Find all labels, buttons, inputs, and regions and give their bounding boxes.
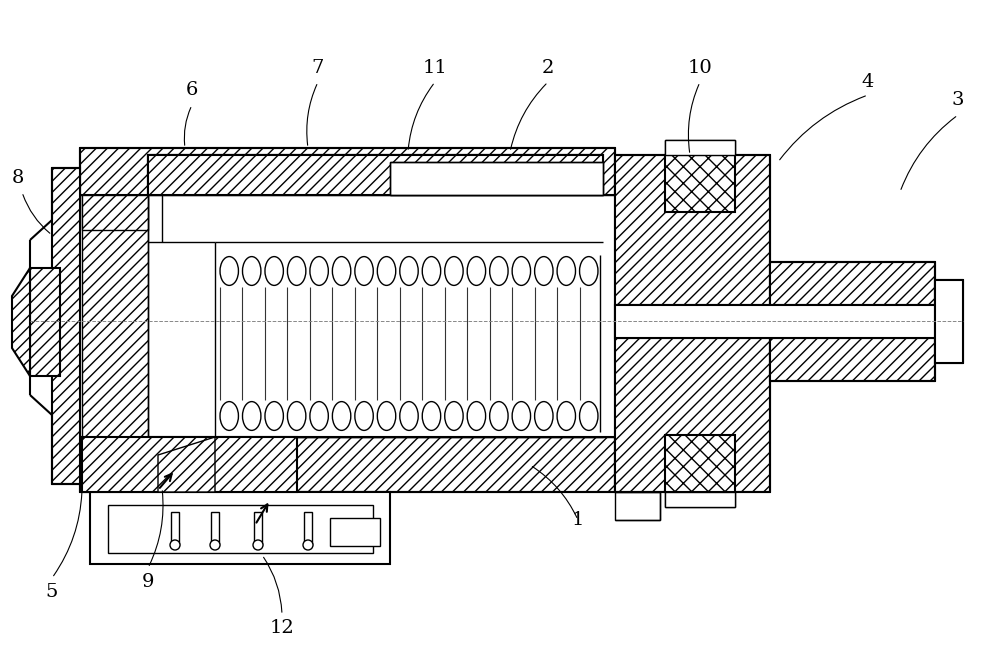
- Circle shape: [210, 540, 220, 550]
- Ellipse shape: [332, 257, 351, 286]
- Bar: [148, 155, 603, 195]
- Text: 6: 6: [186, 81, 198, 99]
- Ellipse shape: [580, 257, 598, 286]
- Bar: [330, 518, 380, 546]
- Ellipse shape: [557, 402, 576, 430]
- Ellipse shape: [512, 257, 531, 286]
- Bar: [171, 512, 179, 545]
- Ellipse shape: [467, 402, 486, 430]
- Bar: [615, 305, 935, 338]
- Ellipse shape: [332, 402, 351, 430]
- Bar: [665, 140, 735, 155]
- Bar: [935, 280, 963, 363]
- Bar: [80, 437, 615, 492]
- Bar: [665, 435, 735, 492]
- Bar: [82, 195, 148, 437]
- Polygon shape: [12, 268, 30, 376]
- Ellipse shape: [242, 402, 261, 430]
- Text: 7: 7: [312, 59, 324, 77]
- Bar: [108, 505, 373, 553]
- Ellipse shape: [377, 402, 396, 430]
- Ellipse shape: [422, 257, 441, 286]
- Text: 12: 12: [270, 619, 294, 637]
- Bar: [30, 268, 60, 376]
- Bar: [82, 195, 148, 230]
- Bar: [254, 512, 262, 545]
- Ellipse shape: [535, 257, 553, 286]
- Circle shape: [170, 540, 180, 550]
- Ellipse shape: [422, 402, 441, 430]
- Ellipse shape: [400, 257, 418, 286]
- Ellipse shape: [265, 257, 283, 286]
- Bar: [615, 155, 770, 492]
- Text: 10: 10: [688, 59, 712, 77]
- Ellipse shape: [400, 402, 418, 430]
- Text: 5: 5: [46, 583, 58, 601]
- Text: 1: 1: [572, 511, 584, 529]
- Ellipse shape: [377, 257, 396, 286]
- Polygon shape: [615, 492, 660, 520]
- Circle shape: [253, 540, 263, 550]
- Ellipse shape: [265, 402, 283, 430]
- Ellipse shape: [490, 257, 508, 286]
- Bar: [770, 262, 935, 305]
- Bar: [770, 338, 935, 381]
- Bar: [665, 155, 735, 212]
- Bar: [52, 168, 80, 484]
- Bar: [148, 155, 603, 195]
- Ellipse shape: [445, 257, 463, 286]
- Ellipse shape: [535, 402, 553, 430]
- Text: 11: 11: [423, 59, 447, 77]
- Ellipse shape: [445, 402, 463, 430]
- Text: 3: 3: [952, 91, 964, 109]
- Bar: [304, 512, 312, 545]
- Bar: [90, 492, 390, 564]
- Bar: [80, 148, 615, 195]
- Text: 9: 9: [142, 573, 154, 591]
- Ellipse shape: [557, 257, 576, 286]
- Ellipse shape: [220, 257, 238, 286]
- Ellipse shape: [287, 257, 306, 286]
- Ellipse shape: [242, 257, 261, 286]
- Ellipse shape: [512, 402, 531, 430]
- Bar: [211, 512, 219, 545]
- Bar: [665, 492, 735, 507]
- Ellipse shape: [580, 402, 598, 430]
- Text: 8: 8: [12, 169, 24, 187]
- Text: 4: 4: [862, 73, 874, 91]
- Bar: [82, 437, 297, 492]
- Polygon shape: [158, 437, 215, 492]
- Ellipse shape: [310, 257, 328, 286]
- Text: 2: 2: [542, 59, 554, 77]
- Ellipse shape: [310, 402, 328, 430]
- Ellipse shape: [220, 402, 238, 430]
- Ellipse shape: [355, 257, 373, 286]
- Ellipse shape: [490, 402, 508, 430]
- Ellipse shape: [467, 257, 486, 286]
- Ellipse shape: [287, 402, 306, 430]
- Bar: [390, 162, 603, 195]
- Circle shape: [303, 540, 313, 550]
- Ellipse shape: [355, 402, 373, 430]
